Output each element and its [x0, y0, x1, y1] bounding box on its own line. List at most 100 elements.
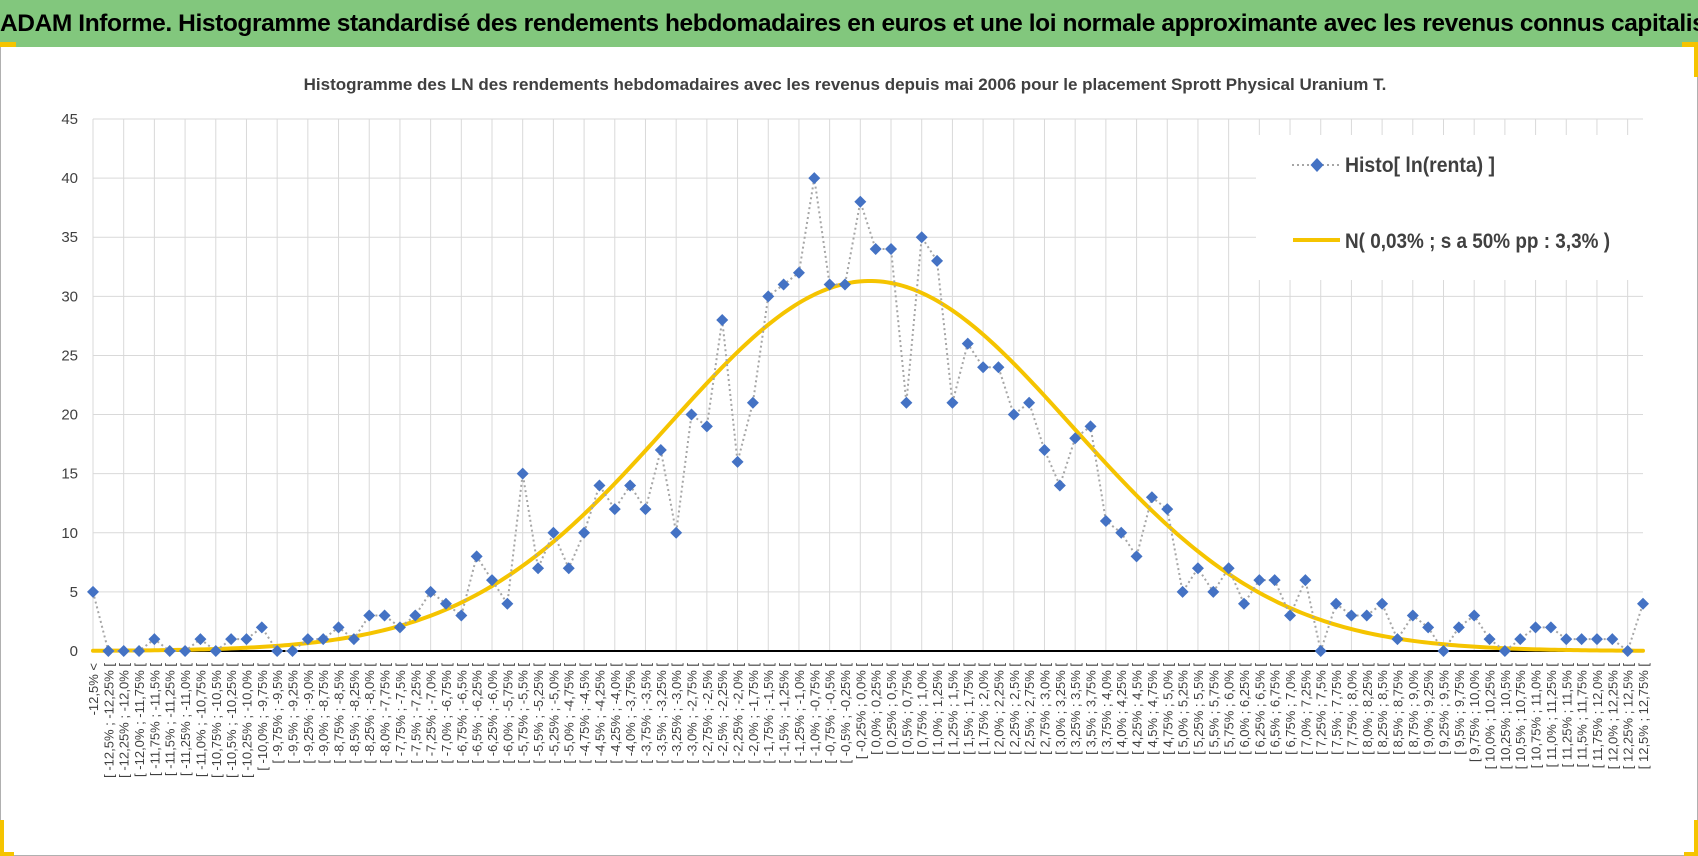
y-tick-label: 35: [61, 229, 78, 246]
x-tick-label: [ -2,75% ; -2,5% [: [700, 663, 715, 764]
histo-point: [1376, 597, 1389, 610]
histo-point: [393, 621, 406, 634]
x-tick-label: [ 6,25% ; 6,5% [: [1252, 663, 1267, 755]
x-tick-label: [ -6,75% ; -6,5% [: [454, 663, 469, 764]
x-tick-label: [ 3,5% ; 3,75% [: [1084, 663, 1099, 755]
x-tick-label: [ 10,0% ; 10,25% [: [1483, 663, 1498, 770]
histo-point: [271, 645, 284, 657]
x-tick-label: [ 9,5% ; 9,75% [: [1452, 663, 1467, 755]
histo-point: [670, 526, 683, 539]
corner-mark-bottom-left: [0, 820, 4, 856]
histo-point: [1637, 597, 1649, 610]
histo-point: [1483, 633, 1496, 646]
histo-point: [731, 455, 744, 468]
histo-point: [562, 562, 575, 575]
x-tick-label: [ 10,75% ; 11,0% [: [1529, 663, 1544, 769]
histo-point: [117, 645, 130, 657]
x-tick-label: [ -10,0% ; -9,75% [: [255, 663, 270, 771]
x-tick-label: [ -9,25% ; -9,0% [: [301, 663, 316, 764]
histo-point: [1452, 621, 1465, 634]
x-tick-label: [ -8,75% ; -8,5% [: [332, 663, 347, 764]
x-tick-label: [ -5,25% ; -5,0% [: [546, 663, 561, 764]
histo-point: [1038, 444, 1051, 457]
histo-point: [194, 633, 207, 646]
histo-point: [931, 254, 944, 267]
x-tick-label: [ -11,25% ; -11,0% [: [178, 663, 193, 776]
histo-point: [1422, 621, 1435, 634]
histo-point: [792, 266, 805, 279]
histo-point: [1115, 526, 1128, 539]
histo-point: [946, 396, 959, 409]
histo-point: [654, 444, 667, 457]
histo-point: [977, 361, 990, 374]
x-tick-label: [ -10,25% ; -10,0% [: [239, 663, 254, 778]
corner-mark-top-right: [1682, 42, 1698, 47]
x-tick-label: [ 9,75% ; 10,0% [: [1467, 663, 1482, 762]
histo-point: [378, 609, 391, 622]
histo-point: [1284, 609, 1297, 622]
histo-point: [209, 645, 222, 657]
x-tick-label: [ -12,0% ; -11,75% [: [132, 663, 147, 777]
histo-point: [1161, 503, 1174, 516]
histo-point: [363, 609, 376, 622]
x-tick-label: [ -6,25% ; -6,0% [: [485, 663, 500, 764]
y-tick-label: 5: [70, 584, 78, 601]
histo-point: [1237, 597, 1250, 610]
x-tick-label: [ -3,75% ; -3,5% [: [638, 663, 653, 764]
histo-point: [777, 278, 790, 291]
x-tick-label: [ 8,25% ; 8,5% [: [1375, 663, 1390, 755]
histo-point: [992, 361, 1005, 374]
x-tick-label: [ -2,0% ; -1,75% [: [746, 663, 761, 764]
histo-point: [1498, 645, 1511, 657]
x-tick-label: [ -6,5% ; -6,25% [: [470, 663, 485, 764]
x-tick-label: [ 8,5% ; 8,75% [: [1390, 663, 1405, 755]
histo-point: [439, 597, 452, 610]
x-tick-label: [ 1,25% ; 1,5% [: [945, 663, 960, 755]
x-tick-label: [ 5,0% ; 5,25% [: [1176, 663, 1191, 755]
x-tick-label: [ 12,0% ; 12,25% [: [1605, 663, 1620, 770]
histo-point: [885, 243, 898, 256]
corner-mark-right-bar: [1694, 47, 1698, 77]
histo-point: [1406, 609, 1419, 622]
histo-point: [240, 633, 253, 646]
histo-point: [332, 621, 345, 634]
x-tick-label: [ -7,0% ; -6,75% [: [439, 663, 454, 764]
x-tick-label: [ -5,75% ; -5,5% [: [516, 663, 531, 764]
histo-point: [1253, 574, 1266, 587]
x-tick-label: [ 7,25% ; 7,5% [: [1314, 663, 1329, 755]
x-tick-label: [ -11,0% ; -10,75% [: [193, 663, 208, 777]
x-tick-label: [ 1,75% ; 2,0% [: [976, 663, 991, 755]
x-tick-label: [ -3,5% ; -3,25% [: [654, 663, 669, 764]
histo-point: [1590, 633, 1603, 646]
legend-histo-label: Histo[ ln(renta) ]: [1345, 154, 1495, 177]
histo-point: [255, 621, 268, 634]
histo-point: [424, 585, 437, 598]
histo-point: [1621, 645, 1634, 657]
histo-point: [1084, 420, 1097, 433]
histo-point: [1437, 645, 1450, 657]
histo-point: [1514, 633, 1527, 646]
x-tick-label: [ 5,75% ; 6,0% [: [1222, 663, 1237, 755]
corner-mark-bottom-left-tick: [0, 852, 14, 856]
x-tick-label: [ 11,25% ; 11,5% [: [1559, 663, 1574, 768]
x-tick-label: [ -11,5% ; -11,25% [: [163, 663, 178, 776]
x-tick-label: [ -9,5% ; -9,25% [: [286, 663, 301, 764]
legend-background: [1256, 135, 1656, 280]
x-tick-label: [ -10,75% ; -10,5% [: [209, 663, 224, 778]
x-tick-label: [ -2,5% ; -2,25% [: [715, 663, 730, 764]
x-tick-label: [ -9,75% ; -9,5% [: [270, 663, 285, 764]
y-tick-label: 25: [61, 347, 78, 364]
y-tick-label: 0: [70, 643, 78, 660]
histo-point: [1360, 609, 1373, 622]
x-tick-label: [ -7,75% ; -7,5% [: [393, 663, 408, 764]
x-tick-label: [ 10,5% ; 10,75% [: [1513, 663, 1528, 770]
histo-point: [915, 231, 928, 244]
x-tick-label: [ -6,0% ; -5,75% [: [500, 663, 515, 764]
histo-point: [1053, 479, 1066, 492]
histo-point: [455, 609, 468, 622]
x-tick-label: [ -3,25% ; -3,0% [: [669, 663, 684, 764]
x-tick-label: [ 9,25% ; 9,5% [: [1436, 663, 1451, 755]
x-tick-label: [ -12,25% ; -12,0% [: [117, 663, 132, 778]
x-tick-label: [ 10,25% ; 10,5% [: [1498, 663, 1513, 770]
histo-point: [700, 420, 713, 433]
